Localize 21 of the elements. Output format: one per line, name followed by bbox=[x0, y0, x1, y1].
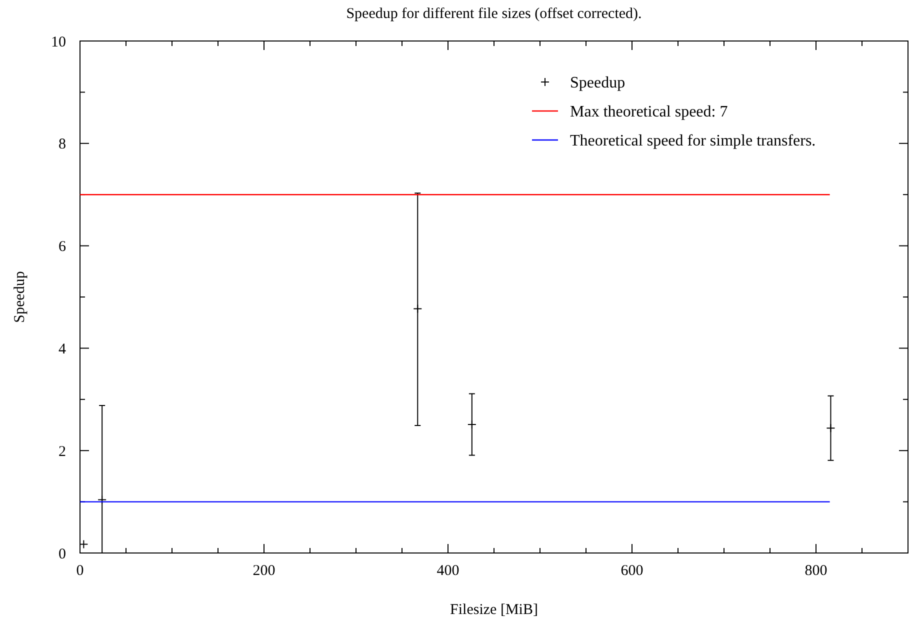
y-tick-label: 0 bbox=[58, 546, 66, 562]
x-axis-title: Filesize [MiB] bbox=[450, 602, 538, 618]
x-tick-label: 800 bbox=[804, 563, 828, 579]
y-axis-title: Speedup bbox=[12, 271, 28, 323]
y-tick-label: 2 bbox=[58, 444, 66, 460]
chart-title: Speedup for different file sizes (offset corrected). bbox=[346, 6, 642, 22]
point bbox=[467, 420, 476, 429]
point bbox=[826, 424, 836, 433]
legend-label: Speedup bbox=[570, 74, 626, 92]
y-tick-label: 8 bbox=[58, 136, 66, 153]
x-tick-label: 400 bbox=[436, 563, 460, 579]
x-tick-label: 200 bbox=[252, 563, 276, 579]
legend-label: Max theoretical speed: 7 bbox=[570, 104, 728, 121]
point bbox=[98, 495, 107, 504]
legend-label: Theoretical speed for simple transfers. bbox=[570, 132, 816, 150]
point bbox=[413, 304, 422, 314]
y-tick-label: 4 bbox=[58, 341, 66, 358]
y-tick-label: 6 bbox=[58, 239, 66, 256]
y-tick-label: 10 bbox=[51, 34, 66, 50]
x-tick-label: 600 bbox=[620, 563, 644, 579]
x-tick-label: 0 bbox=[76, 563, 84, 579]
